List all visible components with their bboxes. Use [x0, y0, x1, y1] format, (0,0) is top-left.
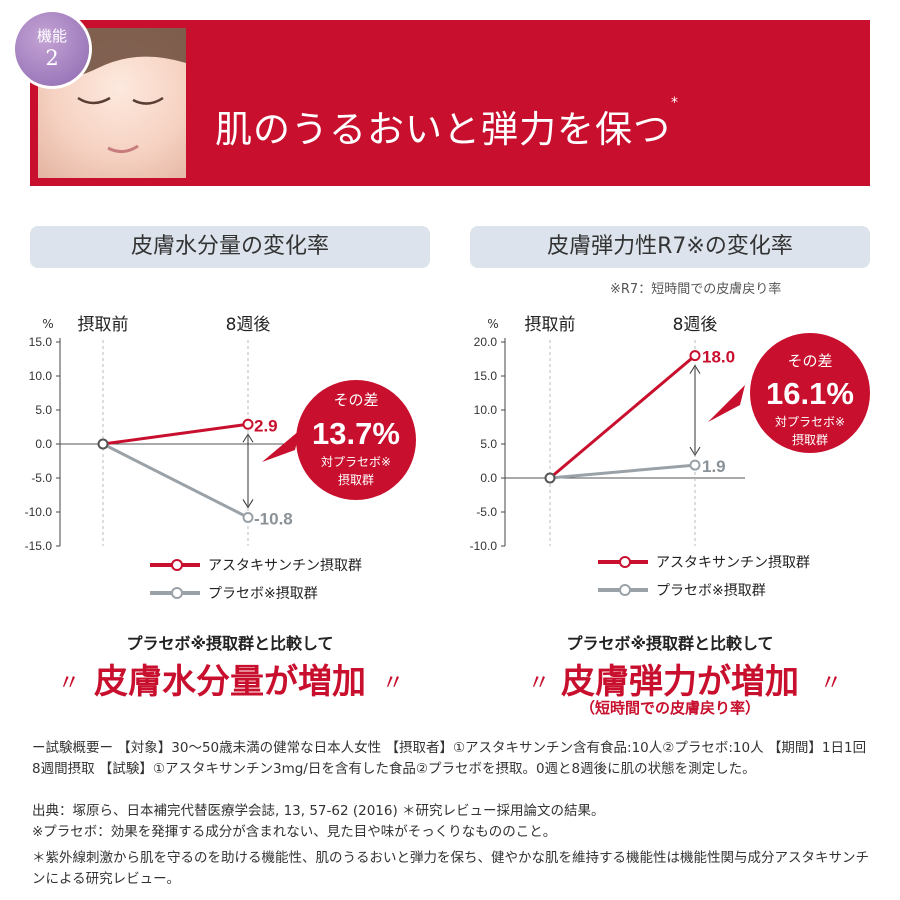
left-start-point	[97, 438, 109, 450]
right-y-tick-label: -10.0	[470, 539, 498, 553]
page-title: 肌のうるおいと弾力を保つ*	[215, 95, 679, 153]
left-diff-arrow-head-top	[242, 433, 254, 443]
left-diff-value: 13.7%	[312, 416, 400, 451]
left-compare-sub: プラセボ※摂取群と比較して	[126, 634, 334, 653]
right-diff-label: その差	[787, 352, 832, 370]
left-placebo-line	[102, 442, 249, 519]
left-diff-arrow-head-bottom	[242, 499, 254, 509]
right-compare-note: （短時間での皮膚戻り率）	[579, 699, 760, 717]
left-category-label: 摂取前	[78, 315, 129, 335]
left-y-tick-label: -10.0	[25, 505, 53, 519]
right-legend-astaxanthin-label: アスタキサンチン摂取群	[656, 555, 810, 571]
footnote-placebo: ※プラセボ：効果を発揮する成分が含まれない、見た目や味がそっくりなもののこと。	[32, 824, 557, 840]
left-compare-big: 皮膚水分量が増加	[94, 662, 366, 702]
right-placebo-data-label: 1.9	[702, 457, 726, 476]
right-y-tick-label: 0.0	[480, 471, 497, 485]
left-y-tick-label: 10.0	[29, 369, 53, 383]
left-legend-astaxanthin-label: アスタキサンチン摂取群	[208, 558, 362, 574]
right-diff-value: 16.1%	[766, 376, 854, 411]
right-y-tick-label: -5.0	[476, 505, 497, 519]
left-chart-title: 皮膚水分量の変化率	[30, 226, 430, 268]
badge-number: 2	[45, 46, 59, 70]
right-placebo-line	[549, 463, 696, 480]
right-placebo-point-end	[689, 459, 701, 471]
left-diff-note2: 摂取群	[338, 472, 374, 487]
right-y-tick-label: 5.0	[480, 437, 497, 451]
left-chart: % 15.0 10.0 5.0 0.0 -5.0 -10.0 -15.0 摂取前 8週後 -10.8…	[25, 315, 362, 602]
r7-note: ※R7：短時間での皮膚戻り率	[610, 282, 782, 297]
badge-label: 機能	[36, 27, 67, 45]
left-category-label: 8週後	[226, 315, 271, 335]
right-y-tick-label: 15.0	[474, 369, 498, 383]
left-astaxanthin-point-end	[242, 418, 254, 430]
left-y-tick-label: 0.0	[35, 437, 52, 451]
right-y-tick-label: 20.0	[474, 335, 498, 349]
left-diff-label: その差	[333, 391, 378, 409]
left-legend-placebo-marker	[171, 587, 183, 599]
footnote-source: 出典：塚原ら、日本補完代替医療学会誌, 13, 57-62 (2016) ＊研究…	[32, 803, 605, 819]
left-dash-close: 〃	[382, 671, 405, 696]
right-astaxanthin-data-label: 18.0	[702, 348, 735, 367]
footnote-review: ＊紫外線刺激から肌を守るのを助ける機能性、肌のうるおいと弾力を保ち、健やかな肌を…	[32, 850, 869, 887]
left-placebo-point-end	[242, 511, 254, 523]
page-title-text: 肌のうるおいと弾力を保つ	[215, 108, 671, 151]
left-y-tick-label: 5.0	[35, 403, 52, 417]
right-diff-arrow-head-bottom	[689, 446, 701, 457]
right-legend-placebo-marker	[619, 584, 631, 596]
page-title-mark: *	[671, 95, 679, 111]
right-diff-arrow-head-top	[689, 364, 701, 374]
right-astaxanthin-point-end	[689, 350, 701, 362]
left-diff-callout: その差 13.7% 対プラセボ※ 摂取群	[262, 380, 416, 500]
left-legend-placebo-label: プラセボ※摂取群	[208, 586, 318, 602]
right-legend-astaxanthin-marker	[619, 556, 631, 568]
right-category-label: 8週後	[673, 315, 718, 335]
left-astaxanthin-line	[102, 422, 249, 446]
left-legend-astaxanthin-marker	[171, 559, 183, 571]
right-diff-note2: 摂取群	[792, 432, 828, 447]
left-dash-open: 〃	[58, 671, 81, 696]
right-diff-callout: その差 16.1% 対プラセボ※ 摂取群	[708, 333, 870, 453]
right-compare-big: 皮膚弾力が増加	[561, 662, 799, 702]
right-start-point	[544, 472, 556, 484]
right-astaxanthin-line	[549, 354, 696, 480]
right-unit-label: %	[487, 317, 498, 331]
right-legend-placebo-label: プラセボ※摂取群	[656, 583, 766, 599]
function-badge: 機能 2	[15, 12, 89, 86]
left-unit-label: %	[42, 317, 53, 331]
right-category-label: 摂取前	[525, 315, 576, 335]
right-compare-sub: プラセボ※摂取群と比較して	[566, 634, 774, 653]
right-y-tick-label: 10.0	[474, 403, 498, 417]
right-chart: % 20.0 15.0 10.0 5.0 0.0 -5.0 -10.0 摂取前 8週後 1.9 18.…	[470, 315, 810, 599]
left-diff-note1: 対プラセボ※	[321, 455, 391, 469]
left-y-tick-label: -5.0	[31, 471, 52, 485]
left-y-tick-label: -15.0	[25, 539, 53, 553]
right-dash-close: 〃	[820, 671, 843, 696]
right-dash-open: 〃	[528, 671, 551, 696]
right-chart-title: 皮膚弾力性R7※の変化率	[470, 226, 870, 268]
right-diff-note1: 対プラセボ※	[775, 415, 845, 429]
left-y-tick-label: 15.0	[29, 335, 53, 349]
left-astaxanthin-data-label: 2.9	[254, 416, 278, 435]
footnote-study: ー試験概要ー 【対象】30～50歳未満の健常な日本人女性 【摂取者】①アスタキサ…	[32, 740, 867, 777]
left-placebo-data-label: -10.8	[254, 509, 293, 528]
